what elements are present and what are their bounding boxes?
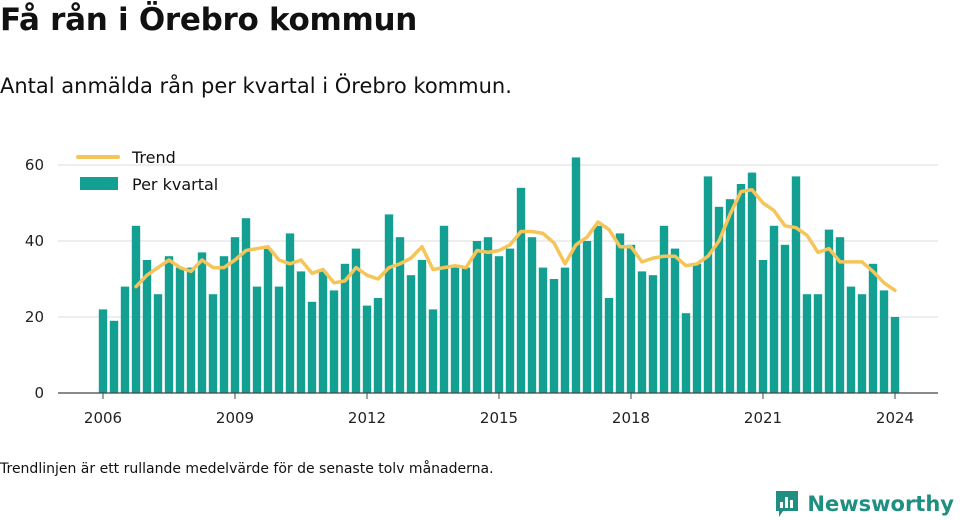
bar	[461, 267, 471, 393]
bar	[307, 301, 317, 393]
bar	[252, 286, 262, 393]
bar	[857, 294, 867, 393]
bar-chart-badge-icon	[776, 491, 799, 517]
bar	[120, 286, 130, 393]
bar	[549, 279, 559, 393]
bar	[813, 294, 823, 393]
bar	[637, 271, 647, 393]
bar	[659, 225, 669, 393]
bar	[406, 275, 416, 393]
y-tick-label: 40	[25, 232, 44, 250]
bar	[417, 260, 427, 393]
bar	[296, 271, 306, 393]
bar	[516, 187, 526, 393]
y-tick-label: 60	[25, 156, 44, 174]
bar	[648, 275, 658, 393]
y-tick-label: 20	[25, 308, 44, 326]
bar	[318, 271, 328, 393]
bar	[285, 233, 295, 393]
bar	[109, 320, 119, 393]
footnote: Trendlinjen är ett rullande medelvärde f…	[0, 461, 494, 477]
brand-logo[interactable]: Newsworthy	[774, 489, 954, 519]
bar	[274, 286, 284, 393]
bar	[703, 176, 713, 393]
bar	[571, 157, 581, 393]
bar	[681, 313, 691, 393]
bar	[263, 248, 273, 393]
trend-line	[134, 187, 897, 293]
bar	[142, 260, 152, 393]
bar	[153, 294, 163, 393]
bar	[560, 267, 570, 393]
bar	[538, 267, 548, 393]
legend-trend-label: Trend	[131, 148, 176, 167]
bar	[835, 237, 845, 393]
bar	[98, 309, 108, 393]
chart-subtitle: Antal anmälda rån per kvartal i Örebro k…	[0, 74, 512, 98]
bar	[582, 241, 592, 393]
bar	[824, 229, 834, 393]
bar	[340, 263, 350, 393]
bar	[329, 290, 339, 393]
bar	[505, 248, 515, 393]
legend-bar-label: Per kvartal	[132, 175, 218, 194]
bar	[373, 298, 383, 393]
bar	[780, 244, 790, 393]
bar	[626, 244, 636, 393]
x-tick-label: 2024	[876, 409, 914, 427]
bar	[747, 172, 757, 393]
bar	[725, 199, 735, 393]
bar	[186, 267, 196, 393]
bar	[670, 248, 680, 393]
bar	[472, 241, 482, 393]
bar	[494, 256, 504, 393]
bar	[208, 294, 218, 393]
bar	[351, 248, 361, 393]
bar	[604, 298, 614, 393]
bar	[428, 309, 438, 393]
x-tick-label: 2006	[84, 409, 122, 427]
bar	[846, 286, 856, 393]
bar	[692, 263, 702, 393]
bar	[362, 305, 372, 393]
bar	[439, 225, 449, 393]
bar	[450, 267, 460, 393]
bar	[714, 206, 724, 393]
bar	[230, 237, 240, 393]
bar	[879, 290, 889, 393]
legend-bar-swatch	[80, 177, 118, 190]
bar	[164, 256, 174, 393]
bar	[395, 237, 405, 393]
bar	[197, 252, 207, 393]
bar	[758, 260, 768, 393]
x-tick-label: 2021	[744, 409, 782, 427]
bar	[175, 267, 185, 393]
x-tick-label: 2012	[348, 409, 386, 427]
x-tick-label: 2018	[612, 409, 650, 427]
bar	[593, 225, 603, 393]
bar	[384, 214, 394, 393]
y-tick-label: 0	[34, 384, 44, 402]
bar	[241, 218, 251, 393]
bar	[615, 233, 625, 393]
bar	[527, 237, 537, 393]
bar	[890, 317, 900, 393]
bar	[769, 225, 779, 393]
bar	[219, 256, 229, 393]
brand-name: Newsworthy	[807, 492, 954, 516]
chart-title: Få rån i Örebro kommun	[0, 2, 418, 38]
x-tick-label: 2009	[216, 409, 254, 427]
bar	[131, 225, 141, 393]
bar	[802, 294, 812, 393]
bar	[736, 184, 746, 393]
bar	[483, 237, 493, 393]
bar	[868, 263, 878, 393]
bar	[791, 176, 801, 393]
x-tick-label: 2015	[480, 409, 518, 427]
